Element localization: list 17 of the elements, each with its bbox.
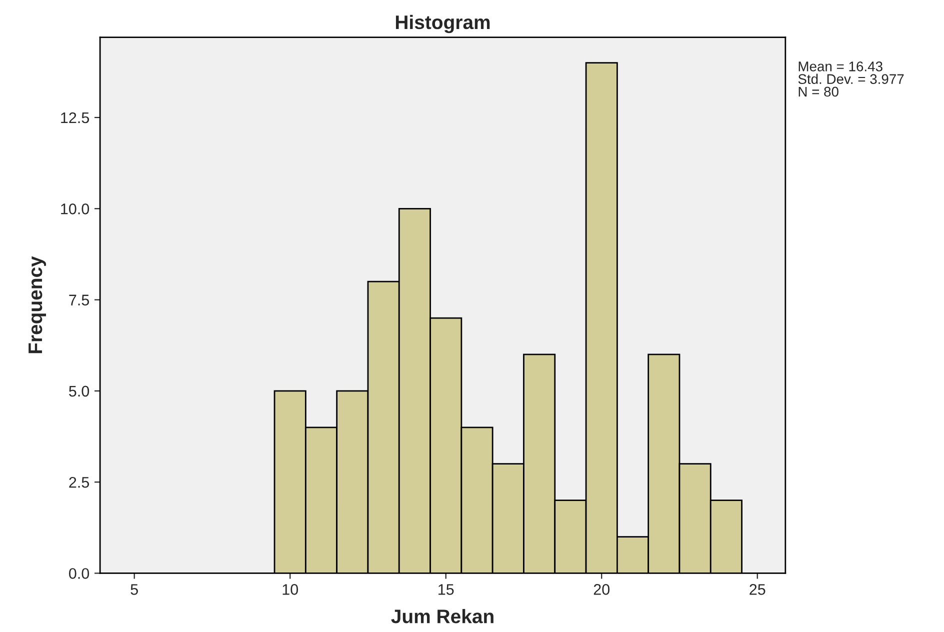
y-tick-label: 12.5	[61, 112, 90, 124]
y-tick-label: 7.5	[69, 294, 90, 306]
x-tick-label: 10	[282, 584, 298, 595]
y-tick-label: 0.0	[69, 568, 90, 579]
x-tick-label: 15	[438, 584, 454, 595]
y-tick-label: 5.0	[69, 386, 90, 397]
text: Std. Dev. = 3.977	[798, 74, 904, 84]
text: Mean = 16.43	[798, 62, 882, 72]
y-tick-label: 2.5	[69, 476, 90, 488]
text: N = 80	[798, 86, 838, 97]
y-tick-label: 10.0	[61, 204, 90, 214]
chart-title: Histogram	[396, 14, 490, 34]
x-axis-title: Jum Rekan	[391, 608, 494, 624]
y-axis-title: Frequency	[28, 256, 46, 354]
x-tick-label: 25	[750, 584, 766, 595]
x-tick-label: 5	[130, 584, 138, 595]
x-tick-label: 20	[594, 584, 610, 595]
